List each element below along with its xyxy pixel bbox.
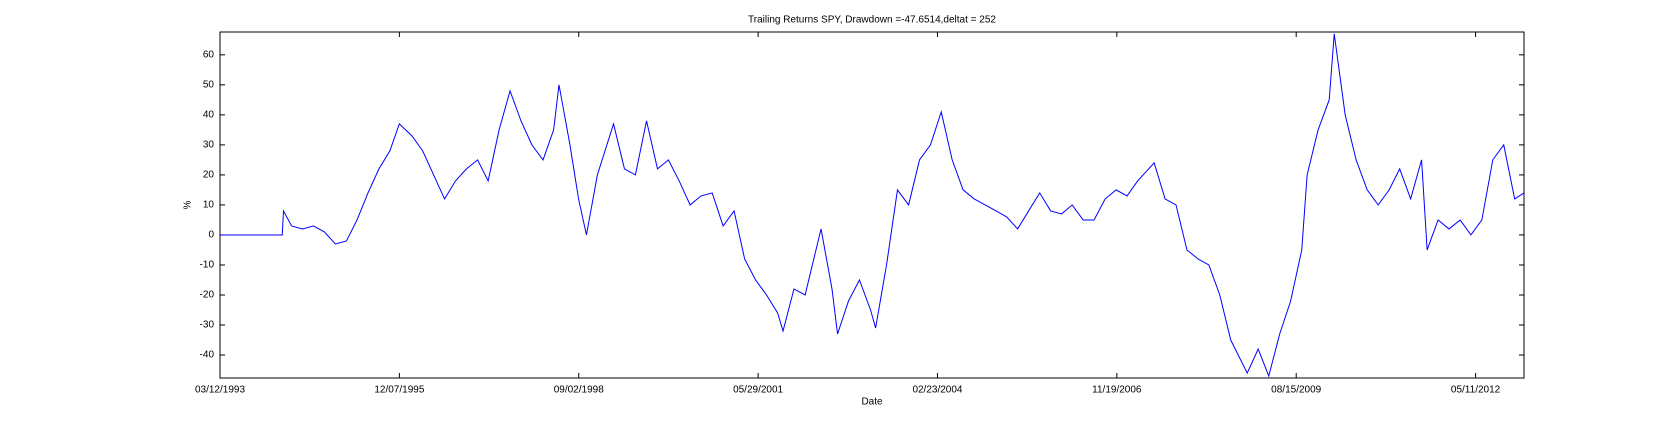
x-tick-label: 05/11/2012: [1451, 385, 1501, 396]
y-tick-label: 60: [203, 49, 215, 60]
data-line: [220, 33, 1525, 378]
y-tick-label: -20: [200, 290, 215, 301]
plot-frame: [219, 31, 1525, 379]
x-tick-label: 08/15/2009: [1271, 385, 1321, 396]
chart-title: Trailing Returns SPY, Drawdown =-47.6514…: [748, 15, 996, 26]
y-tick-label: 30: [203, 140, 215, 151]
y-tick-label: -10: [200, 260, 215, 271]
x-tick-label: 05/29/2001: [733, 385, 783, 396]
x-tick-label: 02/23/2004: [912, 385, 962, 396]
y-tick-label: 40: [203, 110, 215, 121]
y-axis-label: %: [183, 200, 194, 209]
y-tick-label: 0: [208, 230, 214, 241]
y-tick-label: 50: [203, 79, 215, 90]
x-tick-label: 03/12/1993: [195, 385, 245, 396]
x-tick-label: 12/07/1995: [374, 385, 424, 396]
x-axis-label: Date: [861, 397, 883, 408]
x-tick-label: 11/19/2006: [1092, 385, 1142, 396]
y-tick-label: -40: [200, 350, 215, 361]
y-tick-label: -30: [200, 320, 215, 331]
x-tick-label: 09/02/1998: [554, 385, 604, 396]
y-tick-label: 20: [203, 170, 215, 181]
y-tick-label: 10: [203, 200, 215, 211]
